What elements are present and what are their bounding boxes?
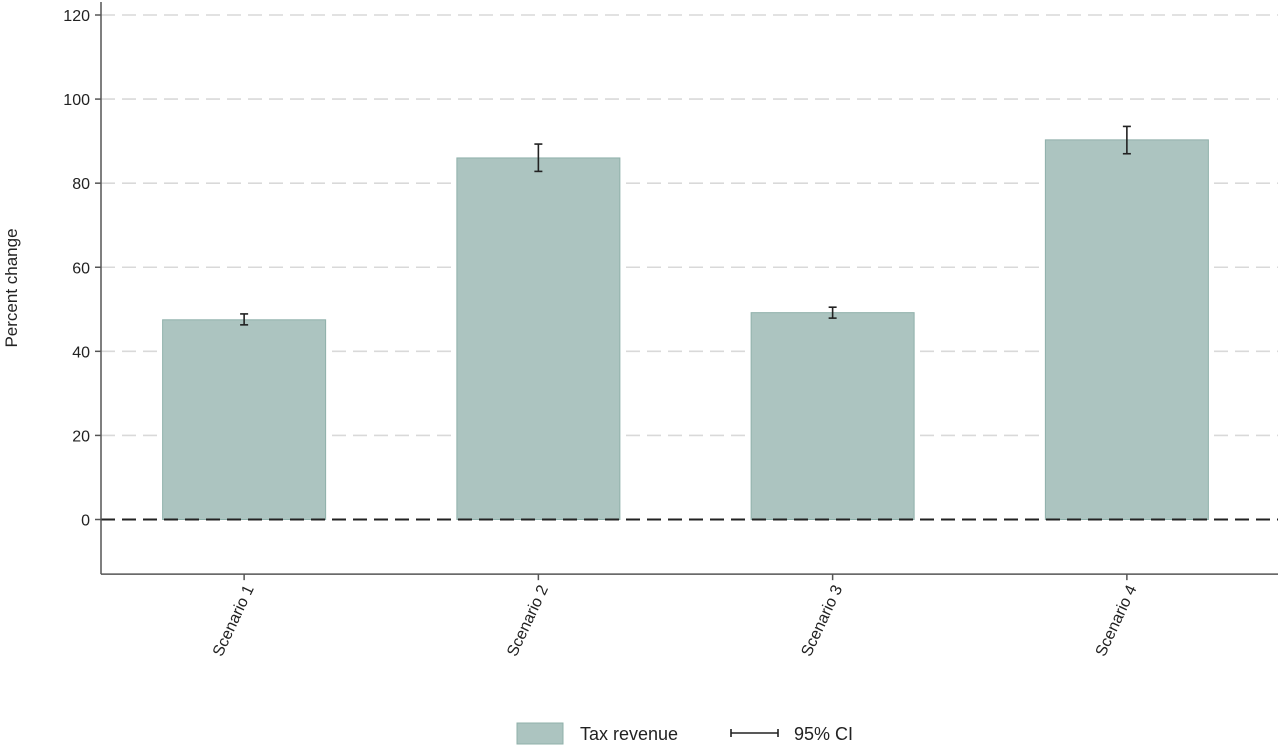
legend: Tax revenue 95% CI: [516, 722, 853, 745]
ci-whisker-scenario-4: [1122, 125, 1131, 155]
y-tick-label: 0: [81, 513, 90, 530]
x-tick-label-scenario-4: Scenario 4: [1093, 583, 1141, 660]
y-tick-label: 100: [63, 92, 90, 109]
y-tick-label: 80: [72, 176, 90, 193]
x-tick-labels: Scenario 1 Scenario 2 Scenario 3 Scenario 4: [210, 574, 1141, 659]
bar-scenario-1: [162, 319, 327, 521]
axes: [100, 2, 1278, 575]
bar-scenario-2: [456, 157, 621, 520]
x-tick-label-scenario-2: Scenario 2: [504, 583, 552, 660]
bar-scenario-4: [1044, 139, 1209, 521]
y-tick-labels: 0 20 40 60 80 100 120: [63, 8, 101, 530]
legend-swatch-tax-revenue: [516, 722, 564, 745]
y-tick-label: 20: [72, 428, 90, 445]
y-tick-label: 120: [63, 8, 90, 25]
y-axis-title: Percent change: [2, 228, 21, 347]
y-tick-label: 60: [72, 260, 90, 277]
legend-label-tax-revenue: Tax revenue: [580, 724, 678, 744]
ci-whisker-scenario-1: [240, 313, 249, 326]
bars: [162, 139, 1209, 521]
y-tick-label: 40: [72, 344, 90, 361]
x-tick-label-scenario-1: Scenario 1: [210, 583, 258, 660]
x-tick-label-scenario-3: Scenario 3: [799, 583, 847, 660]
ci-whisker-scenario-2: [534, 143, 543, 173]
bar-scenario-3: [750, 312, 915, 520]
legend-label-95ci: 95% CI: [794, 724, 853, 744]
confidence-intervals: [240, 125, 1131, 326]
ci-whisker-scenario-3: [828, 306, 837, 319]
